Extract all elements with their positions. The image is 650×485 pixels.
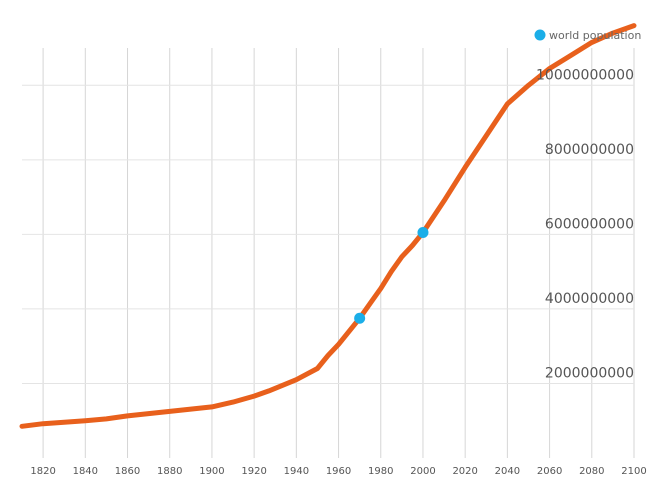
x-axis-tick-labels: 1820 1840 1860 1880 1900 1920 1940 1960 1980 2000… — [30, 466, 646, 477]
x-tick-label-1980: 1980 — [368, 466, 393, 477]
legend-label: world population — [549, 29, 641, 42]
highlight-points — [354, 227, 429, 324]
x-tick-label-1840: 1840 — [73, 466, 98, 477]
x-tick-label-2100: 2100 — [621, 466, 646, 477]
x-tick-label-2000: 2000 — [410, 466, 435, 477]
x-tick-label-2060: 2060 — [537, 466, 562, 477]
x-tick-label-1860: 1860 — [115, 466, 140, 477]
highlight-point-2000 — [417, 227, 429, 238]
x-tick-label-1960: 1960 — [326, 466, 351, 477]
legend-marker — [534, 29, 546, 41]
y-tick-label-8000000000: 8000000000 — [545, 142, 634, 158]
x-tick-label-2020: 2020 — [452, 466, 477, 477]
x-tick-label-2040: 2040 — [495, 466, 520, 477]
y-tick-label-10000000000: 10000000000 — [536, 67, 634, 83]
vertical-gridlines — [42, 48, 635, 458]
x-tick-label-1920: 1920 — [241, 466, 266, 477]
y-tick-label-4000000000: 4000000000 — [545, 291, 634, 307]
x-tick-label-1900: 1900 — [199, 466, 224, 477]
series-line-world-population — [19, 23, 637, 429]
y-tick-label-6000000000: 6000000000 — [545, 216, 634, 232]
x-tick-label-1940: 1940 — [284, 466, 309, 477]
horizontal-gridlines — [22, 84, 634, 384]
x-tick-label-1820: 1820 — [30, 466, 55, 477]
y-axis-tick-labels: 2000000000 4000000000 6000000000 8000000000… — [536, 67, 634, 381]
x-tick-label-2080: 2080 — [579, 466, 604, 477]
x-tick-label-1880: 1880 — [157, 466, 182, 477]
y-tick-label-2000000000: 2000000000 — [545, 365, 634, 381]
legend: world population — [534, 29, 641, 42]
highlight-point-1970 — [354, 312, 366, 324]
